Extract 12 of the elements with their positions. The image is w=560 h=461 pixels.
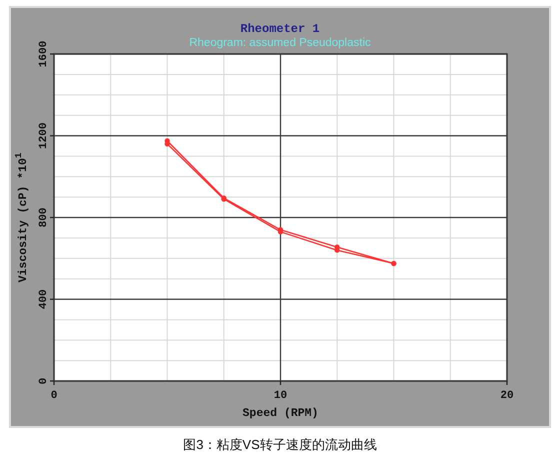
chart-title: Rheometer 1 <box>240 22 320 36</box>
x-axis-title: Speed (RPM) <box>242 407 318 420</box>
y-tick-label: 800 <box>38 208 50 228</box>
chart-subtitle: Rheogram: assumed Pseudoplastic <box>189 37 372 49</box>
x-tick-label: 20 <box>500 390 514 402</box>
x-tick-label: 10 <box>274 390 288 402</box>
y-tick-label: 0 <box>38 378 50 384</box>
caption: 图3：粘度VS转子速度的流动曲线 <box>183 437 377 452</box>
y-tick-label: 1200 <box>38 122 50 149</box>
y-tick-label: 1600 <box>38 40 50 68</box>
y-tick-label: 400 <box>38 289 50 310</box>
x-tick-label: 0 <box>50 390 58 402</box>
